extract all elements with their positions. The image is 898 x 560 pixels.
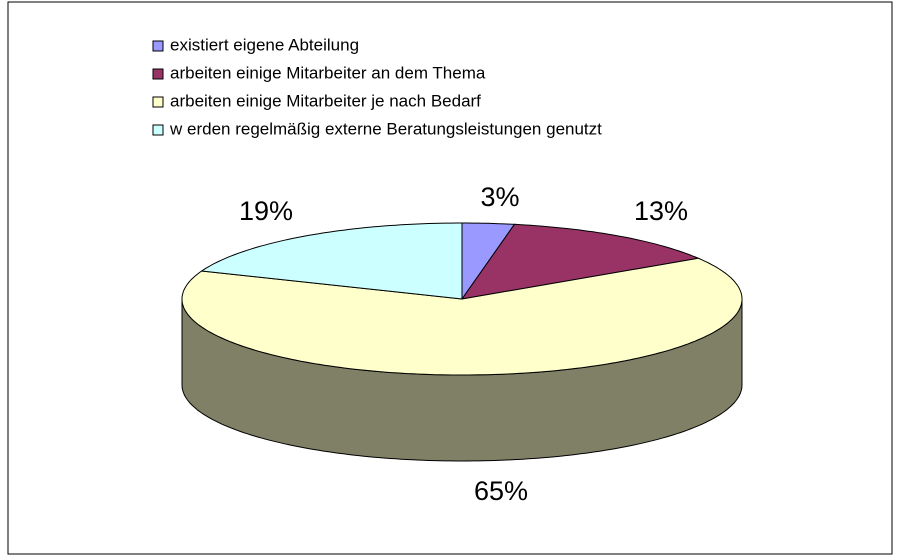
legend-label: w erden regelmäßig externe Beratungsleis…	[169, 119, 602, 138]
pie-slice	[181, 257, 743, 376]
legend-label: arbeiten einige Mitarbeiter je nach Beda…	[170, 91, 481, 110]
data-label: 19%	[239, 196, 293, 226]
pie-slice	[460, 223, 701, 300]
data-label: 13%	[634, 196, 688, 226]
legend-label: existiert eigene Abteilung	[170, 35, 359, 54]
data-label: 65%	[474, 476, 528, 506]
legend-swatch	[152, 68, 164, 80]
data-label: 3%	[480, 182, 519, 212]
legend-swatch	[152, 96, 164, 108]
legend-swatch	[152, 124, 164, 136]
legend-label: arbeiten einige Mitarbeiter an dem Thema	[170, 63, 486, 82]
pie-slice	[200, 222, 463, 300]
legend-swatch	[152, 40, 164, 52]
